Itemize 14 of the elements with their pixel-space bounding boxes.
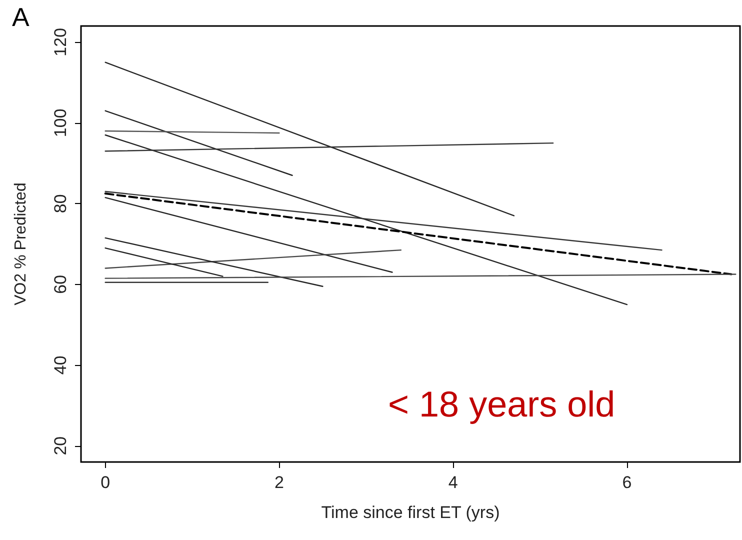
y-tick-label: 100 [51, 108, 70, 138]
x-axis-title: Time since first ET (yrs) [321, 503, 500, 522]
x-tick-label: 4 [448, 473, 458, 492]
y-tick-label: 120 [51, 28, 70, 56]
y-axis-title: VO2 % Predicted [12, 182, 30, 306]
y-tick-label: 60 [51, 274, 70, 294]
y-tick-label: 40 [51, 356, 70, 375]
y-tick-label: 80 [51, 194, 70, 214]
x-tick-label: 2 [274, 473, 284, 492]
x-tick-label: 6 [622, 473, 632, 492]
x-tick-label: 0 [100, 473, 110, 492]
y-tick-label: 20 [51, 436, 70, 456]
annotation: < 18 years old [388, 384, 616, 424]
text: A [12, 2, 30, 32]
